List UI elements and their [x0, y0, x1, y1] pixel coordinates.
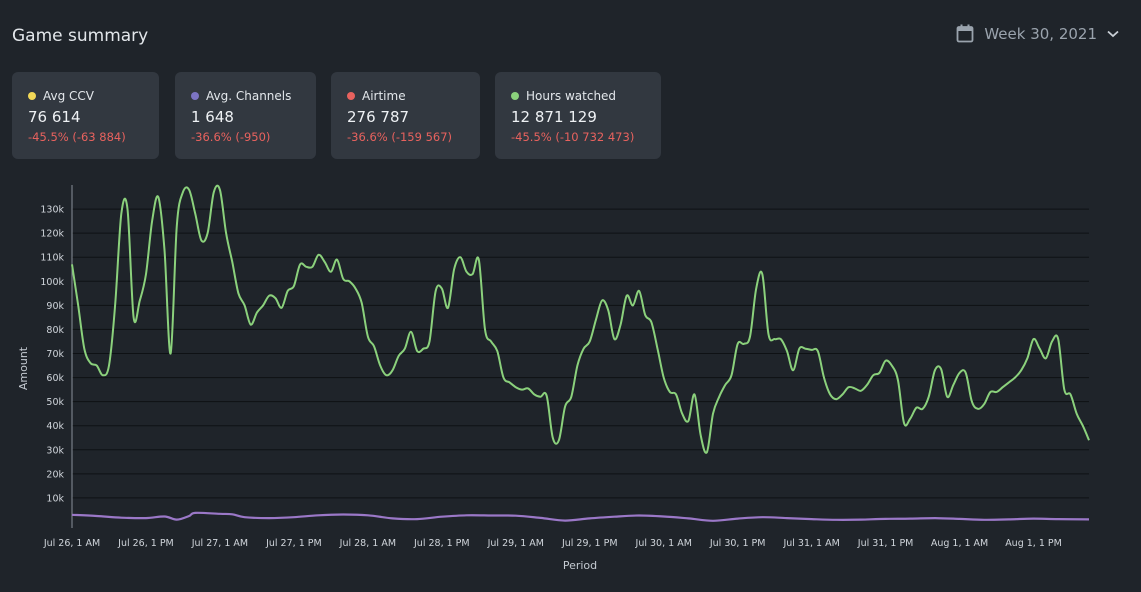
y-tick-label: 80k — [46, 325, 64, 336]
y-tick-label: 50k — [46, 397, 64, 408]
calendar-icon — [956, 24, 974, 43]
x-tick-label: Aug 1, 1 AM — [931, 538, 988, 549]
x-tick-label: Jul 28, 1 PM — [413, 538, 470, 549]
y-tick-label: 60k — [46, 373, 64, 384]
x-tick-label: Jul 26, 1 PM — [117, 538, 174, 549]
x-tick-label: Jul 28, 1 AM — [339, 538, 396, 549]
x-tick-label: Jul 31, 1 PM — [857, 538, 914, 549]
card-delta: -36.6% (-950) — [191, 130, 271, 144]
y-axis-label: Amount — [17, 346, 30, 390]
y-tick-label: 10k — [46, 493, 64, 504]
chevron-down-icon — [1107, 30, 1119, 38]
card-value: 1 648 — [191, 108, 234, 126]
x-tick-label: Aug 1, 1 PM — [1005, 538, 1062, 549]
x-tick-label: Jul 26, 1 AM — [43, 538, 100, 549]
series-dot — [28, 92, 36, 100]
x-axis-label: Period — [563, 559, 597, 572]
card-label: Hours watched — [526, 89, 617, 103]
y-tick-label: 100k — [40, 277, 64, 288]
y-tick-label: 20k — [46, 469, 64, 480]
chart-series — [71, 184, 1090, 522]
x-tick-label: Jul 30, 1 AM — [635, 538, 692, 549]
page-title: Game summary — [12, 26, 149, 46]
week-selector[interactable]: Week 30, 2021 — [956, 24, 1119, 43]
card-value: 76 614 — [28, 108, 81, 126]
y-tick-label: 90k — [46, 301, 64, 312]
x-tick-label: Jul 27, 1 PM — [265, 538, 322, 549]
card-airtime[interactable]: Airtime 276 787 -36.6% (-159 567) — [331, 72, 480, 159]
line-chart: 10k 20k 30k 40k 50k 60k 70k 80k 90k 100k 110k 120k 1… — [17, 184, 1090, 572]
y-axis-ticks: 10k 20k 30k 40k 50k 60k 70k 80k 90k 100k 110k 120k 1… — [40, 205, 64, 505]
y-tick-label: 70k — [46, 349, 64, 360]
x-tick-label: Jul 29, 1 PM — [561, 538, 618, 549]
card-label: Airtime — [362, 89, 406, 103]
series-dot — [511, 92, 519, 100]
card-delta: -45.5% (-10 732 473) — [511, 130, 635, 144]
card-delta: -36.6% (-159 567) — [347, 130, 453, 144]
card-value: 12 871 129 — [511, 108, 597, 126]
x-tick-label: Jul 27, 1 AM — [191, 538, 248, 549]
card-avg-channels[interactable]: Avg. Channels 1 648 -36.6% (-950) — [175, 72, 316, 159]
x-axis-ticks: Jul 26, 1 AM Jul 26, 1 PM Jul 27, 1 AM Jul … — [43, 538, 1062, 549]
week-label: Week 30, 2021 — [984, 24, 1097, 43]
card-delta: -45.5% (-63 884) — [28, 130, 126, 144]
card-hours-watched[interactable]: Hours watched 12 871 129 -45.5% (-10 732… — [495, 72, 661, 159]
y-tick-label: 40k — [46, 421, 64, 432]
card-label: Avg CCV — [43, 89, 95, 103]
x-tick-label: Jul 29, 1 AM — [487, 538, 544, 549]
series-dot — [191, 92, 199, 100]
card-value: 276 787 — [347, 108, 410, 126]
card-avg-ccv[interactable]: Avg CCV 76 614 -45.5% (-63 884) — [12, 72, 159, 159]
x-tick-label: Jul 30, 1 PM — [709, 538, 766, 549]
card-label: Avg. Channels — [206, 89, 292, 103]
series-dot — [347, 92, 355, 100]
y-tick-label: 130k — [40, 205, 64, 216]
series-line-hours-watched — [71, 184, 1090, 454]
y-tick-label: 30k — [46, 445, 64, 456]
header: Game summary Week 30, 2021 — [0, 0, 1141, 70]
x-tick-label: Jul 31, 1 AM — [782, 538, 839, 549]
series-line-channels — [71, 511, 1090, 522]
y-tick-label: 120k — [40, 229, 64, 240]
y-tick-label: 110k — [40, 253, 64, 264]
